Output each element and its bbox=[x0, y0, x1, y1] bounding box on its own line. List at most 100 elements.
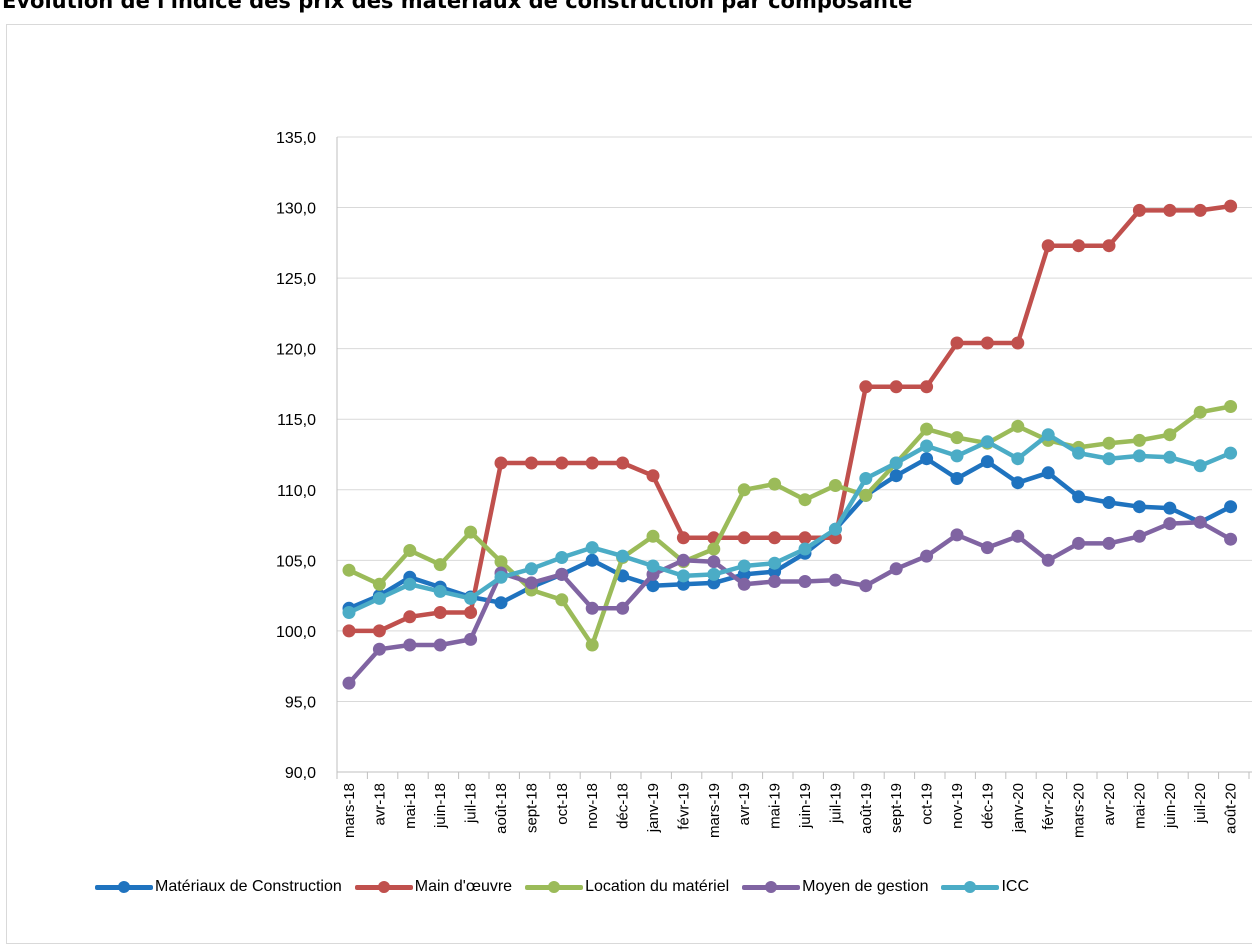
data-point bbox=[524, 456, 538, 470]
data-point bbox=[494, 555, 508, 569]
x-tick-label: oct-19 bbox=[919, 783, 936, 825]
legend-label: Main d'œuvre bbox=[414, 878, 513, 895]
data-point bbox=[889, 380, 903, 394]
data-point bbox=[1041, 553, 1055, 567]
data-point bbox=[1163, 428, 1177, 442]
legend-label: ICC bbox=[1001, 878, 1030, 895]
data-point bbox=[464, 591, 478, 605]
data-point bbox=[920, 422, 934, 436]
x-tick-label: août-19 bbox=[858, 783, 875, 834]
data-point bbox=[464, 525, 478, 539]
legend-item: Location du matériel bbox=[525, 878, 729, 896]
data-point bbox=[1011, 476, 1025, 490]
y-tick-label: 95,0 bbox=[285, 694, 316, 711]
data-point bbox=[555, 567, 569, 581]
x-tick-label: août-20 bbox=[1223, 783, 1240, 834]
chart-legend: Matériaux de Construction Main d'œuvre Loc… bbox=[95, 878, 1042, 896]
legend-swatch bbox=[354, 880, 413, 894]
y-tick-label: 110,0 bbox=[277, 483, 316, 500]
data-point bbox=[464, 632, 478, 646]
x-tick-label: févr-20 bbox=[1040, 783, 1057, 830]
data-point bbox=[585, 638, 599, 652]
data-point bbox=[1011, 529, 1025, 543]
data-point bbox=[768, 556, 782, 570]
data-point bbox=[980, 455, 994, 469]
x-tick-label: févr-19 bbox=[675, 783, 692, 830]
data-point bbox=[1163, 501, 1177, 515]
axes bbox=[336, 137, 1252, 779]
data-point bbox=[1041, 428, 1055, 442]
data-point bbox=[1041, 239, 1055, 253]
data-point bbox=[403, 577, 417, 591]
data-point bbox=[372, 642, 386, 656]
legend-swatch bbox=[525, 880, 584, 894]
data-point bbox=[494, 456, 508, 470]
data-point bbox=[1224, 446, 1238, 460]
data-point bbox=[1224, 400, 1238, 413]
data-point bbox=[616, 601, 630, 615]
y-tick-label: 115,0 bbox=[277, 412, 316, 429]
data-point bbox=[342, 563, 356, 577]
data-point bbox=[555, 456, 569, 470]
data-point bbox=[1132, 203, 1146, 217]
data-point bbox=[1132, 529, 1146, 543]
data-point bbox=[646, 469, 660, 483]
data-point bbox=[585, 541, 599, 555]
x-tick-label: août-18 bbox=[493, 783, 510, 834]
data-point bbox=[1011, 419, 1025, 433]
data-point bbox=[1041, 466, 1055, 480]
x-tick-label: janv-19 bbox=[645, 783, 662, 833]
series-4 bbox=[342, 428, 1238, 619]
data-point bbox=[494, 570, 508, 584]
data-point bbox=[828, 522, 842, 536]
y-axis-ticks: 90,0 95,0 100,0 105,0 110,0 115,0 120,0 125,0 13… bbox=[276, 130, 316, 782]
data-point bbox=[980, 336, 994, 350]
data-point bbox=[798, 531, 812, 545]
data-point bbox=[737, 483, 751, 497]
data-point bbox=[1193, 405, 1207, 419]
x-tick-label: nov-19 bbox=[949, 783, 966, 829]
data-point bbox=[980, 541, 994, 555]
legend-item: Main d'œuvre bbox=[354, 878, 513, 896]
data-point bbox=[707, 567, 721, 581]
data-point bbox=[707, 542, 721, 556]
data-point bbox=[616, 549, 630, 563]
data-point bbox=[1011, 336, 1025, 350]
series-layer bbox=[342, 199, 1238, 690]
x-tick-label: juil-18 bbox=[463, 783, 480, 824]
series-line bbox=[346, 404, 1233, 648]
y-tick-label: 100,0 bbox=[276, 624, 316, 641]
data-point bbox=[524, 576, 538, 590]
data-point bbox=[342, 676, 356, 690]
data-point bbox=[1193, 515, 1207, 529]
data-point bbox=[1102, 452, 1116, 466]
data-point bbox=[403, 610, 417, 624]
legend-item: ICC bbox=[941, 878, 1029, 896]
legend-item: Moyen de gestion bbox=[742, 878, 928, 896]
data-point bbox=[889, 456, 903, 470]
data-point bbox=[798, 575, 812, 588]
data-point bbox=[464, 606, 478, 619]
x-tick-label: déc-19 bbox=[979, 783, 996, 829]
data-point bbox=[768, 531, 782, 545]
data-point bbox=[950, 472, 964, 485]
data-point bbox=[585, 553, 599, 567]
data-point bbox=[1132, 433, 1146, 447]
data-point bbox=[676, 553, 690, 567]
x-tick-label: juin-19 bbox=[797, 783, 814, 829]
data-point bbox=[828, 479, 842, 492]
data-point bbox=[433, 606, 447, 619]
data-point bbox=[737, 577, 751, 591]
x-tick-label: mai-19 bbox=[767, 783, 784, 829]
data-point bbox=[859, 472, 873, 485]
x-tick-label: mai-18 bbox=[402, 783, 419, 829]
x-tick-label: mars-19 bbox=[706, 783, 723, 838]
x-tick-label: nov-18 bbox=[584, 783, 601, 829]
data-point bbox=[920, 452, 934, 466]
chart-title: Evolution de l'indice des prix des matér… bbox=[2, 0, 913, 13]
data-point bbox=[1163, 203, 1177, 217]
series-line bbox=[346, 519, 1233, 686]
series-line bbox=[346, 456, 1233, 611]
x-tick-label: avr-18 bbox=[371, 783, 388, 826]
x-tick-label: sept-18 bbox=[523, 783, 540, 833]
